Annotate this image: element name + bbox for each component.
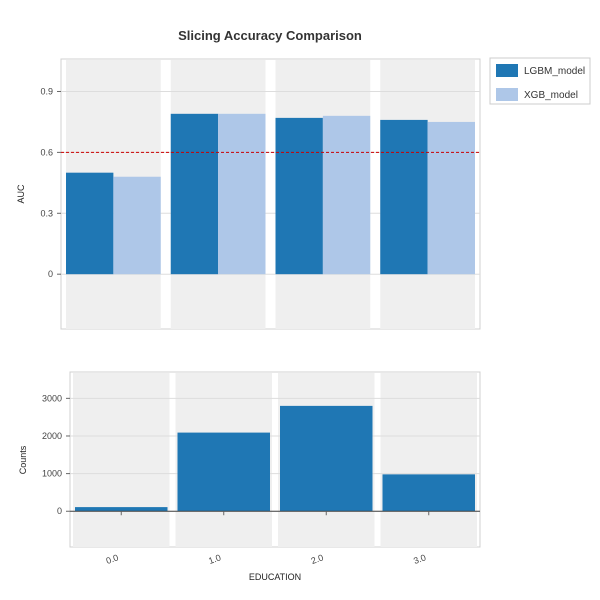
counts-band-0.0 — [73, 373, 170, 547]
x-tick-label: 1.0 — [207, 552, 222, 566]
x-tick-label: 3.0 — [412, 552, 427, 566]
counts-bar-2.0 — [280, 405, 373, 512]
counts-tick-label: 3000 — [42, 393, 62, 403]
counts-x-ticks: 0.0 1.0 2.0 3.0 — [105, 511, 430, 566]
auc-bar-XGB_model-3.0 — [427, 121, 475, 275]
x-tick-label: 2.0 — [310, 552, 325, 566]
auc-tick-label: 0.9 — [40, 86, 53, 96]
counts-category-bands — [73, 373, 477, 547]
counts-band-3.0 — [380, 373, 477, 547]
chart-title: Slicing Accuracy Comparison — [178, 28, 362, 43]
auc-y-axis-label: AUC — [16, 184, 26, 204]
x-tick-label: 0.0 — [105, 552, 120, 566]
counts-tick-label: 1000 — [42, 469, 62, 479]
auc-bar-XGB_model-2.0 — [322, 115, 371, 275]
counts-tick-label: 2000 — [42, 431, 62, 441]
counts-tick-label: 0 — [57, 506, 62, 516]
auc-plot-frame — [60, 58, 481, 330]
auc-bar-LGBM_model-2.0 — [275, 117, 323, 275]
legend-swatch-XGB_model — [496, 88, 518, 101]
auc-bar-XGB_model-0.0 — [113, 176, 161, 275]
counts-bar-1.0 — [177, 432, 270, 512]
legend-label-XGB_model: XGB_model — [524, 90, 578, 101]
auc-bar-XGB_model-1.0 — [218, 113, 266, 275]
auc-bar-LGBM_model-0.0 — [66, 172, 114, 275]
counts-bar-3.0 — [382, 474, 475, 512]
auc-y-ticks: 0 0.3 0.6 0.9 — [40, 86, 61, 279]
legend-label-LGBM_model: LGBM_model — [524, 66, 585, 77]
counts-bars — [75, 405, 475, 512]
counts-y-axis-label: Counts — [18, 445, 28, 474]
auc-bar-LGBM_model-1.0 — [170, 113, 219, 275]
x-axis-label: EDUCATION — [249, 572, 301, 582]
auc-tick-label: 0.3 — [40, 208, 53, 218]
counts-bar-0.0 — [75, 507, 168, 512]
auc-tick-label: 0 — [48, 269, 53, 279]
counts-plot-frame — [69, 371, 481, 548]
legend-swatch-LGBM_model — [496, 64, 518, 77]
legend: LGBM_model XGB_model — [489, 57, 591, 105]
auc-bar-LGBM_model-3.0 — [380, 119, 428, 275]
auc-tick-label: 0.6 — [40, 147, 53, 157]
counts-y-ticks: 0 1000 2000 3000 — [42, 393, 70, 516]
auc-bars — [66, 113, 475, 275]
